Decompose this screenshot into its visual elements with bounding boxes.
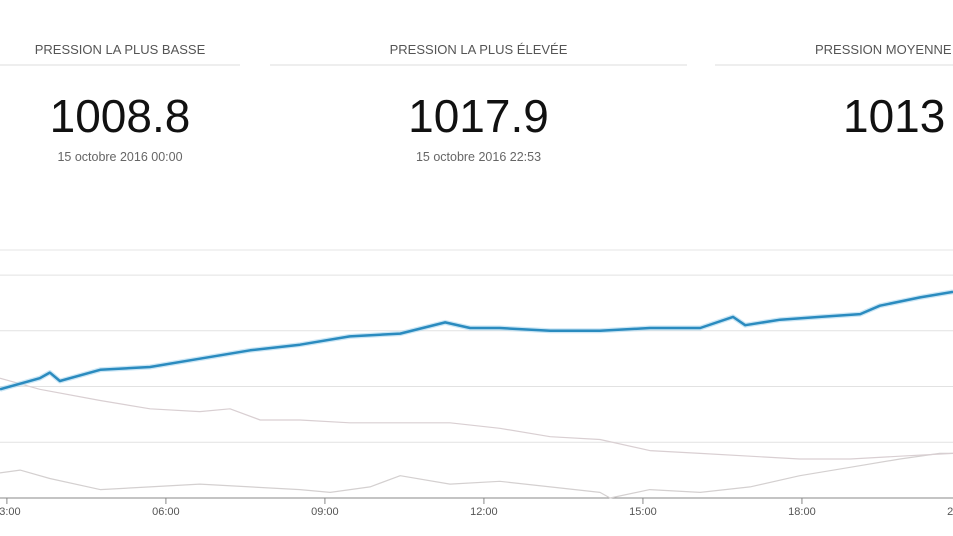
card-label: PRESSION LA PLUS ÉLEVÉE bbox=[270, 36, 687, 66]
series-glow bbox=[0, 289, 953, 392]
card-label: PRESSION LA PLUS BASSE bbox=[0, 36, 240, 66]
average-pressure-card: PRESSION MOYENNE 1013 bbox=[715, 36, 953, 150]
card-date: 15 octobre 2016 00:00 bbox=[57, 150, 183, 164]
x-tick-label: 06:00 bbox=[152, 506, 180, 518]
highest-pressure-card: PRESSION LA PLUS ÉLEVÉE 1017.9 15 octobr… bbox=[270, 36, 687, 164]
card-value: 1008.8 bbox=[49, 90, 191, 142]
series-line-current bbox=[0, 290, 953, 391]
card-value: 1017.9 bbox=[408, 90, 549, 142]
card-date: 15 octobre 2016 22:53 bbox=[415, 150, 542, 164]
card-label: PRESSION MOYENNE bbox=[715, 36, 953, 66]
lowest-pressure-card: PRESSION LA PLUS BASSE 1008.8 15 octobre… bbox=[0, 36, 240, 164]
series-line-comparison-1 bbox=[0, 377, 953, 460]
x-tick-label: 09:00 bbox=[311, 506, 339, 518]
card-value: 1013 bbox=[843, 90, 946, 142]
x-tick-label: 18:00 bbox=[788, 506, 816, 518]
x-tick-label: 03:00 bbox=[0, 506, 21, 518]
x-tick-label: 15:00 bbox=[629, 506, 657, 518]
x-tick-label: 12:00 bbox=[470, 506, 498, 518]
x-tick-label: 21:00 bbox=[947, 506, 953, 518]
series-line-comparison-2 bbox=[0, 452, 953, 499]
